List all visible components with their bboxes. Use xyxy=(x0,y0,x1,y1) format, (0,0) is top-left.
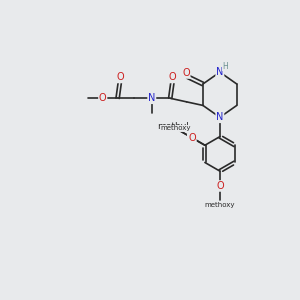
Text: O: O xyxy=(99,93,106,103)
Text: N: N xyxy=(216,112,224,122)
Text: N: N xyxy=(216,67,224,77)
Text: methyl: methyl xyxy=(157,122,189,131)
Text: methoxy: methoxy xyxy=(160,125,191,131)
Text: O: O xyxy=(116,73,124,82)
Text: H: H xyxy=(222,62,228,71)
Text: O: O xyxy=(182,68,190,78)
Text: O: O xyxy=(188,133,196,143)
Text: O: O xyxy=(188,133,195,142)
Text: O: O xyxy=(216,181,224,191)
Text: N: N xyxy=(148,93,155,103)
Text: O: O xyxy=(169,73,176,82)
Text: methoxy: methoxy xyxy=(205,202,235,208)
